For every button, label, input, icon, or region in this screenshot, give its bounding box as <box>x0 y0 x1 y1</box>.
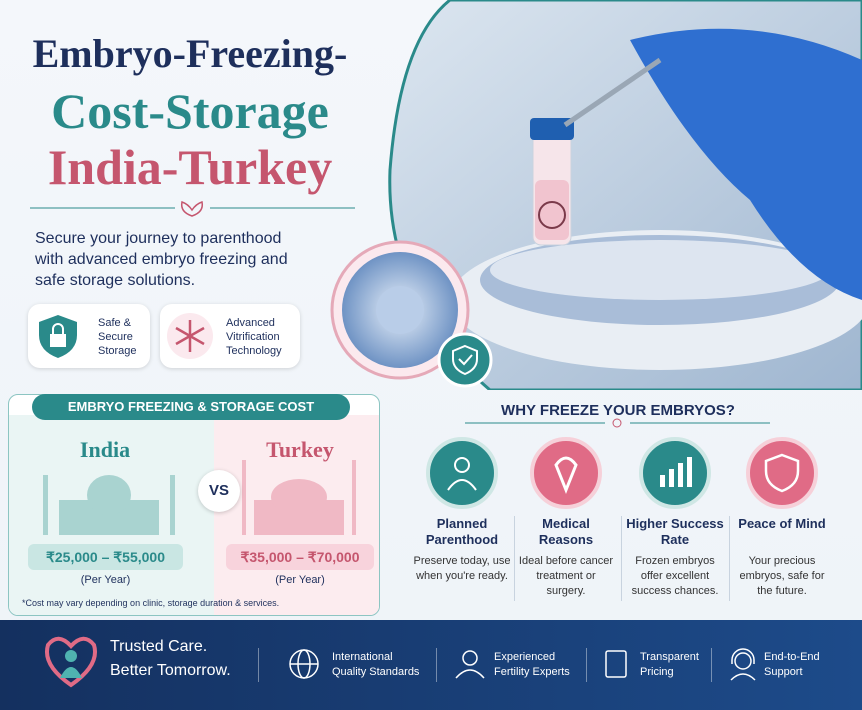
footer-badge: Experienced Fertility Experts <box>494 651 570 678</box>
cost-heading: EMBRYO FREEZING & STORAGE COST <box>32 394 350 420</box>
hero-image <box>330 0 862 390</box>
why-text: Preserve today, use when you're ready. <box>413 555 511 582</box>
taj-mahal <box>43 475 175 535</box>
why-title: Peace of Mind <box>738 516 826 531</box>
support-icon <box>730 648 756 681</box>
title-line: Cost-Storage <box>51 83 329 139</box>
footer-icons <box>289 649 627 679</box>
snowflake-icon <box>167 313 213 359</box>
price: ₹25,000 – ₹55,000 <box>28 544 183 570</box>
vs-badge: VS <box>198 470 240 512</box>
cost-box <box>8 394 380 616</box>
feature-card: Safe & Secure Storage <box>28 304 150 368</box>
why-text: Your precious embryos, safe for the futu… <box>739 555 825 597</box>
feature-label: Advanced Vitrification Technology <box>226 317 282 357</box>
price-period: (Per Year) <box>275 574 325 586</box>
lock-icon <box>39 315 77 358</box>
divider <box>465 418 770 428</box>
footer-badge: International Quality Standards <box>332 651 420 678</box>
feature-label: Safe & Secure Storage <box>98 317 137 357</box>
footer-badge: Transparent Pricing <box>640 651 699 678</box>
title-line: Embryo-Freezing- <box>32 31 348 76</box>
why-heading: WHY FREEZE YOUR EMBRYOS? <box>501 402 735 419</box>
country-name: Turkey <box>266 437 334 462</box>
why-title: Planned Parenthood <box>425 516 499 547</box>
divider <box>30 201 355 217</box>
why-text: Frozen embryos offer excellent success c… <box>631 555 719 597</box>
why-title: Medical Reasons <box>538 516 594 547</box>
price: ₹35,000 – ₹70,000 <box>226 544 374 570</box>
cost-note: *Cost may vary depending on clinic, stor… <box>22 598 280 608</box>
footer <box>0 620 862 710</box>
why-text: Ideal before cancer treatment or surgery… <box>518 555 614 597</box>
feature-card: Advanced Vitrification Technology <box>160 304 300 368</box>
tagline: Better Tomorrow. <box>110 662 231 679</box>
why-title: Higher Success Rate <box>626 516 724 547</box>
intro-text: Secure your journey to parenthood with a… <box>35 230 288 289</box>
logo <box>45 636 97 688</box>
mosque <box>242 460 356 535</box>
tagline: Trusted Care. <box>110 638 208 655</box>
why-icons <box>426 437 818 509</box>
footer-badge: End-to-End Support <box>764 651 820 678</box>
price-period: (Per Year) <box>80 574 131 586</box>
country-name: India <box>79 437 131 462</box>
title-line: India-Turkey <box>47 139 333 195</box>
